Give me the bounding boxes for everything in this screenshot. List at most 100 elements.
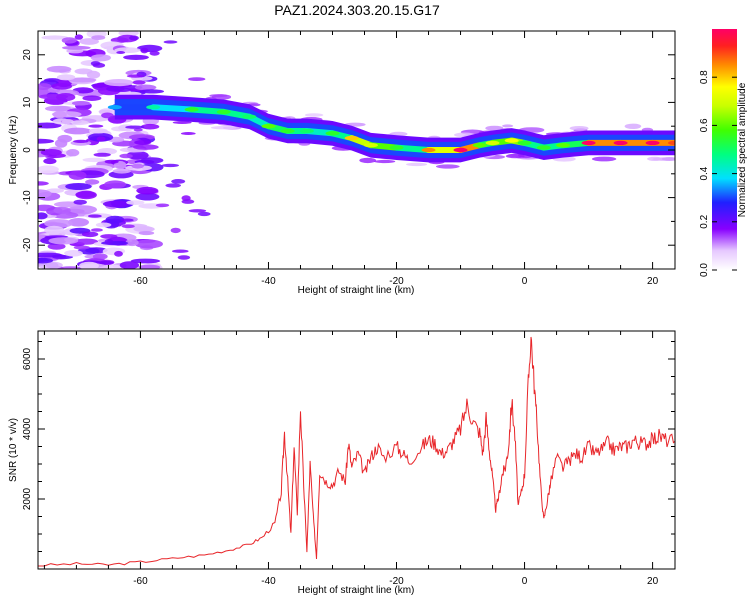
noise-blob bbox=[44, 225, 64, 235]
ridge-point bbox=[261, 124, 276, 129]
colorbar-tick-label: 0.6 bbox=[699, 118, 710, 132]
ridge-point bbox=[517, 140, 532, 146]
x-tick-label: 20 bbox=[647, 276, 659, 287]
x-tick-label: 0 bbox=[522, 276, 528, 287]
noise-blob bbox=[135, 192, 160, 201]
noise-blob bbox=[40, 149, 62, 156]
ridge-point bbox=[421, 147, 436, 153]
colorbar-label: Normalized spectral amplitude bbox=[737, 82, 748, 217]
noise-blob bbox=[90, 228, 103, 232]
noise-blob bbox=[171, 179, 186, 184]
ridge-point bbox=[453, 147, 468, 153]
noise-blob bbox=[79, 38, 99, 45]
noise-blob bbox=[52, 110, 67, 119]
noise-blob bbox=[67, 218, 89, 227]
noise-blob bbox=[134, 140, 152, 145]
noise-blob bbox=[104, 159, 119, 164]
colorbar-gradient bbox=[712, 29, 737, 270]
noise-blob bbox=[100, 234, 118, 239]
snr-series-line bbox=[38, 336, 675, 567]
spectrogram-x-label: Height of straight line (km) bbox=[298, 285, 415, 296]
noise-blob bbox=[88, 128, 108, 134]
noise-blob bbox=[73, 139, 89, 143]
noise-blob bbox=[56, 74, 76, 81]
noise-blob bbox=[138, 231, 155, 236]
x-tick-label: -40 bbox=[261, 576, 276, 587]
noise-blob bbox=[75, 190, 97, 200]
noise-blob bbox=[132, 80, 146, 85]
noise-blob bbox=[624, 123, 642, 129]
noise-blob bbox=[38, 122, 62, 129]
colorbar: 0.0 0.2 0.4 0.6 0.8 Normalized spectral ampl… bbox=[699, 29, 748, 277]
noise-blob bbox=[172, 121, 192, 124]
noise-blob bbox=[105, 264, 121, 269]
y-tick-label: 20 bbox=[22, 49, 33, 61]
noise-blob bbox=[38, 212, 48, 220]
spectrogram-panel: -60 -40 -20 0 20 -20 -10 0 10 20 Height of strai… bbox=[8, 30, 676, 296]
noise-blob bbox=[56, 93, 76, 102]
noise-blob bbox=[140, 47, 149, 54]
ridge-point bbox=[556, 143, 570, 148]
noise-blob bbox=[505, 153, 525, 159]
noise-blob bbox=[188, 209, 207, 213]
noise-blob bbox=[68, 77, 97, 83]
noise-blob bbox=[93, 152, 111, 157]
noise-blob bbox=[181, 195, 191, 201]
chart-title: PAZ1.2024.303.20.15.G17 bbox=[274, 2, 440, 18]
y-tick-label: -10 bbox=[22, 190, 33, 205]
noise-blob bbox=[86, 70, 101, 79]
spectrogram-x-ticks: -60 -40 -20 0 20 bbox=[43, 31, 659, 287]
ridge-point bbox=[299, 128, 314, 134]
noise-blob bbox=[138, 264, 161, 269]
ridge-point bbox=[280, 128, 295, 134]
noise-blob bbox=[136, 186, 159, 195]
ridge-point bbox=[325, 131, 340, 136]
noise-blob bbox=[114, 250, 123, 257]
colorbar-tick-label: 0.2 bbox=[699, 214, 710, 228]
noise-blob bbox=[102, 200, 130, 208]
noise-blob bbox=[406, 162, 428, 167]
snr-frame bbox=[37, 330, 676, 570]
ridge-point bbox=[472, 143, 487, 148]
ridge-point bbox=[242, 114, 257, 119]
noise-blob bbox=[126, 151, 149, 160]
ridge-point bbox=[363, 143, 378, 148]
colorbar-ticks: 0.0 0.2 0.4 0.6 0.8 bbox=[699, 70, 737, 277]
noise-blob bbox=[104, 180, 127, 189]
snr-x-ticks: -60 -40 -20 0 20 bbox=[43, 331, 659, 587]
noise-blob bbox=[65, 183, 92, 190]
noise-blob bbox=[125, 239, 139, 247]
ridge-point bbox=[536, 145, 551, 150]
ridge-point bbox=[107, 105, 122, 110]
noise-blob bbox=[101, 112, 114, 119]
noise-blob bbox=[63, 127, 92, 135]
noise-blob bbox=[90, 54, 111, 62]
ridge-point bbox=[581, 140, 596, 146]
noise-blob bbox=[46, 65, 72, 73]
noise-blob bbox=[38, 252, 63, 258]
noise-blob bbox=[374, 159, 396, 164]
noise-blob bbox=[131, 163, 144, 169]
noise-blob bbox=[68, 205, 97, 215]
snr-y-ticks: 2000 4000 6000 bbox=[22, 341, 675, 552]
noise-blob bbox=[126, 74, 145, 78]
ridge-point bbox=[389, 145, 404, 150]
noise-blob bbox=[119, 261, 140, 269]
x-tick-label: -20 bbox=[389, 576, 404, 587]
noise-blob bbox=[172, 249, 189, 253]
noise-blob bbox=[140, 123, 160, 130]
noise-blob bbox=[188, 77, 206, 81]
ridge-point bbox=[668, 140, 675, 146]
noise-blob bbox=[112, 168, 131, 174]
noise-blob bbox=[116, 51, 126, 54]
noise-blob bbox=[130, 258, 161, 264]
noise-blob bbox=[591, 156, 617, 162]
noise-blob bbox=[74, 238, 99, 245]
y-tick-label: 6000 bbox=[22, 347, 33, 370]
x-tick-label: -20 bbox=[389, 276, 404, 287]
noise-blob bbox=[54, 139, 68, 148]
noise-blob bbox=[66, 149, 80, 157]
y-tick-label: 4000 bbox=[22, 417, 33, 440]
noise-blob bbox=[47, 243, 66, 250]
colorbar-tick-label: 0.0 bbox=[699, 263, 710, 277]
